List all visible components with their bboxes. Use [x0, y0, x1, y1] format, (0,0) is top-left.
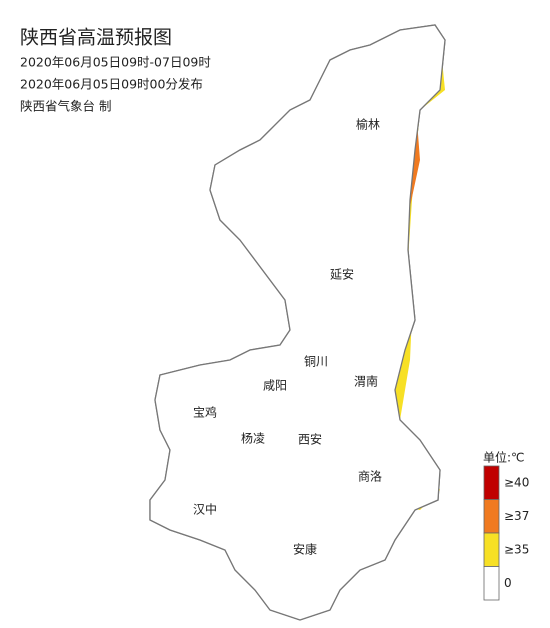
city-label: 延安 [330, 267, 354, 282]
city-label: 宝鸡 [193, 405, 217, 420]
city-label: 渭南 [354, 374, 378, 389]
city-label: 商洛 [358, 469, 382, 484]
city-label: 杨凌 [241, 431, 265, 446]
issue-time: 2020年06月05日09时00分发布 [20, 77, 203, 92]
city-label: 汉中 [193, 502, 217, 517]
legend-label: 0 [504, 576, 512, 590]
legend-label: ≥37 [504, 509, 529, 523]
issuer: 陕西省气象台 制 [20, 99, 111, 114]
province-map [149, 24, 446, 621]
legend-label: ≥35 [504, 542, 529, 556]
legend: 单位:℃ ≥40 ≥37 ≥35 0 [483, 450, 529, 601]
legend-swatch [483, 532, 500, 567]
map-title: 陕西省高温预报图 [20, 27, 172, 49]
legend-swatch [483, 465, 500, 500]
city-label: 西安 [298, 432, 322, 447]
city-labels: 榆林 延安 铜川 咸阳 渭南 宝鸡 杨凌 西安 商洛 汉中 安康 [193, 117, 382, 557]
legend-swatch [483, 566, 500, 601]
city-label: 榆林 [356, 117, 380, 132]
legend-label: ≥40 [504, 475, 529, 489]
time-range: 2020年06月05日09时-07日09时 [20, 55, 211, 70]
city-label: 咸阳 [263, 379, 287, 393]
city-label: 安康 [293, 542, 317, 557]
legend-swatch [483, 499, 500, 534]
legend-unit: 单位:℃ [483, 450, 525, 465]
city-label: 铜川 [304, 354, 328, 369]
